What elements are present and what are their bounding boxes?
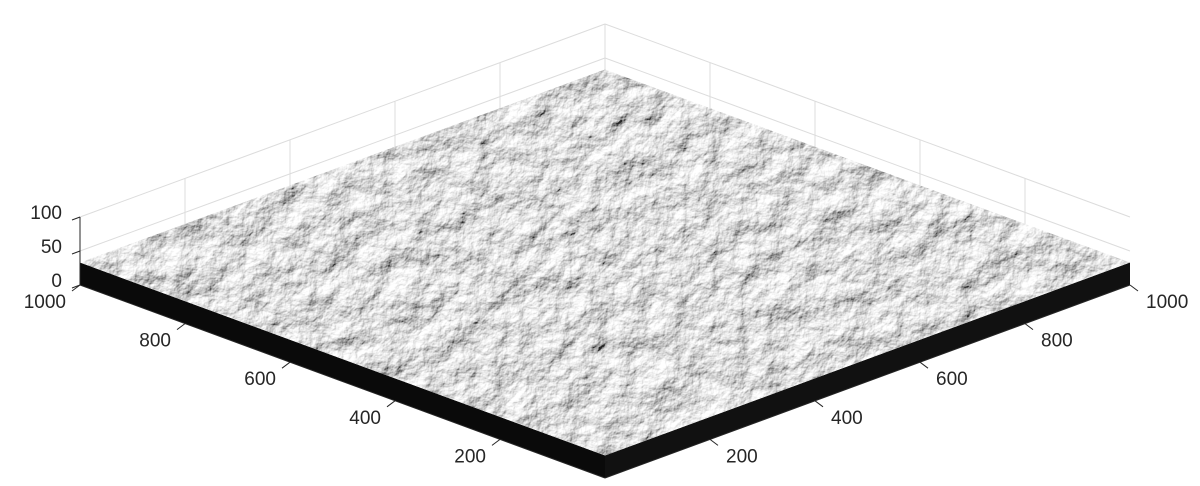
x-tick [281,361,291,369]
y-axis [604,284,1131,479]
z-tick-label: 50 [41,237,62,258]
x-tick [491,438,501,446]
y-tick [814,400,824,408]
surface [80,69,1130,478]
surface-side [80,262,605,478]
z-tick [71,216,81,221]
y-tick-label: 600 [936,369,968,390]
grid-line [79,57,606,252]
y-tick [1129,284,1139,292]
grid-line [79,23,606,218]
z-tick-label: 0 [51,271,62,292]
grid-line [604,23,1131,218]
y-tick-label: 200 [726,446,758,467]
x-tick-label: 1000 [24,292,66,313]
x-tick [386,400,396,408]
x-tick-label: 600 [244,369,276,390]
z-tick [71,284,81,289]
x-tick-label: 400 [349,408,381,429]
x-tick-label: 800 [139,331,171,352]
z-tick [71,250,81,255]
y-tick [709,438,719,446]
y-tick [1024,323,1034,331]
z-tick-label: 100 [30,203,62,224]
surface-shade [80,69,1130,456]
y-tick-label: 800 [1041,331,1073,352]
surface-top [80,69,1130,456]
y-tick-label: 400 [831,408,863,429]
y-tick [919,361,929,369]
grid-line [604,57,1131,252]
surface-side [605,262,1130,478]
x-tick-label: 200 [454,446,486,467]
x-tick [176,323,186,331]
x-axis [79,284,606,479]
y-tick-label: 1000 [1146,292,1188,313]
